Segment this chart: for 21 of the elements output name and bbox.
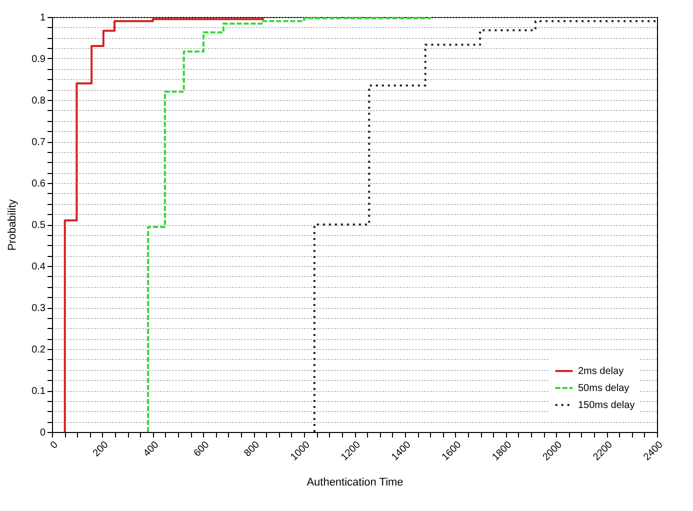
x-tick-label: 800 — [242, 439, 262, 460]
y-tick-label: 1 — [40, 12, 46, 24]
x-axis-title: Authentication Time — [306, 476, 404, 488]
legend-label: 50ms delay — [578, 383, 630, 394]
y-tick-label: 0.4 — [32, 262, 46, 272]
x-tick-label: 200 — [91, 439, 112, 460]
x-tick-label: 0 — [48, 439, 61, 452]
y-tick-label: 0.3 — [32, 303, 46, 314]
y-tick-label: 0.8 — [32, 96, 46, 106]
y-tick-label: 0.9 — [32, 54, 46, 65]
y-tick-label: 0 — [40, 428, 46, 438]
x-tick-label: 600 — [192, 439, 212, 460]
x-tick-label: 400 — [142, 439, 162, 460]
y-tick-label: 0.6 — [32, 178, 46, 190]
y-axis-title: Probability — [6, 198, 19, 251]
legend-label: 2ms delay — [578, 366, 624, 377]
y-tick-label: 0.1 — [32, 386, 46, 397]
legend-label: 150ms delay — [578, 400, 635, 411]
y-tick-label: 0.2 — [32, 344, 46, 356]
y-tick-label: 0.7 — [32, 137, 46, 148]
y-tick-label: 0.5 — [32, 220, 46, 231]
